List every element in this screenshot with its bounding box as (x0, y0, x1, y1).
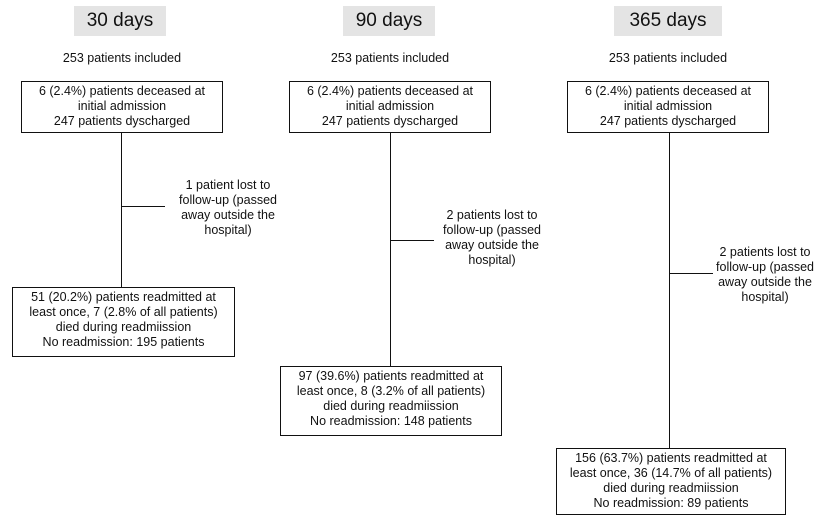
lost-to-follow-up-90-days: 2 patients lost to follow-up (passed awa… (430, 208, 554, 268)
title-30-days: 30 days (74, 6, 166, 36)
box-line: 97 (39.6%) patients readmitted at (298, 369, 484, 383)
box-line: 156 (63.7%) patients readmitted at (575, 451, 767, 465)
included-365-days: 253 patients included (608, 51, 728, 65)
lost-line: away outside the (445, 238, 539, 252)
box-line: least once, 7 (2.8% of all patients) (29, 305, 218, 319)
initial-admission-box-30-days: 6 (2.4%) patients deceased at initial ad… (21, 81, 223, 133)
connector-line-30-days (121, 133, 122, 287)
box-line: initial admission (623, 99, 713, 113)
box-line: 247 patients dyscharged (321, 114, 459, 128)
box-line: No readmission: 195 patients (42, 335, 205, 349)
lost-line: follow-up (passed (443, 223, 541, 237)
lost-branch-line-30-days (121, 206, 165, 207)
box-line: 247 patients dyscharged (599, 114, 737, 128)
box-line: No readmission: 148 patients (310, 414, 472, 428)
box-line: initial admission (345, 99, 435, 113)
title-90-days: 90 days (343, 6, 435, 36)
box-line: No readmission: 89 patients (593, 496, 749, 510)
lost-line: follow-up (passed (716, 260, 814, 274)
included-30-days: 253 patients included (62, 51, 182, 65)
lost-branch-line-365-days (669, 273, 713, 274)
box-line: died during readmiission (55, 320, 192, 334)
lost-line: away outside the (181, 208, 275, 222)
box-line: 6 (2.4%) patients deceased at (38, 84, 206, 98)
readmission-box-365-days: 156 (63.7%) patients readmitted at least… (556, 448, 786, 515)
box-line: 51 (20.2%) patients readmitted at (31, 290, 216, 304)
box-line: 6 (2.4%) patients deceased at (584, 84, 752, 98)
lost-line: 1 patient lost to (185, 178, 271, 192)
box-line: 6 (2.4%) patients deceased at (306, 84, 474, 98)
initial-admission-box-90-days: 6 (2.4%) patients deceased at initial ad… (289, 81, 491, 133)
lost-branch-line-90-days (390, 240, 434, 241)
lost-line: 2 patients lost to (719, 245, 811, 259)
lost-line: hospital) (741, 290, 789, 304)
lost-line: follow-up (passed (179, 193, 277, 207)
box-line: least once, 36 (14.7% of all patients) (569, 466, 773, 480)
initial-admission-box-365-days: 6 (2.4%) patients deceased at initial ad… (567, 81, 769, 133)
lost-line: hospital) (204, 223, 252, 237)
box-line: 247 patients dyscharged (53, 114, 191, 128)
lost-to-follow-up-365-days: 2 patients lost to follow-up (passed awa… (705, 245, 825, 305)
box-line: initial admission (77, 99, 167, 113)
lost-line: 2 patients lost to (446, 208, 538, 222)
included-90-days: 253 patients included (330, 51, 450, 65)
lost-line: away outside the (718, 275, 812, 289)
lost-line: hospital) (468, 253, 516, 267)
box-line: died during readmiission (603, 481, 739, 495)
readmission-box-30-days: 51 (20.2%) patients readmitted at least … (12, 287, 235, 357)
connector-line-90-days (390, 133, 391, 366)
title-365-days: 365 days (614, 6, 722, 36)
readmission-box-90-days: 97 (39.6%) patients readmitted at least … (280, 366, 502, 436)
connector-line-365-days (669, 133, 670, 448)
lost-to-follow-up-30-days: 1 patient lost to follow-up (passed away… (166, 178, 290, 238)
box-line: died during readmiission (323, 399, 459, 413)
box-line: least once, 8 (3.2% of all patients) (296, 384, 486, 398)
